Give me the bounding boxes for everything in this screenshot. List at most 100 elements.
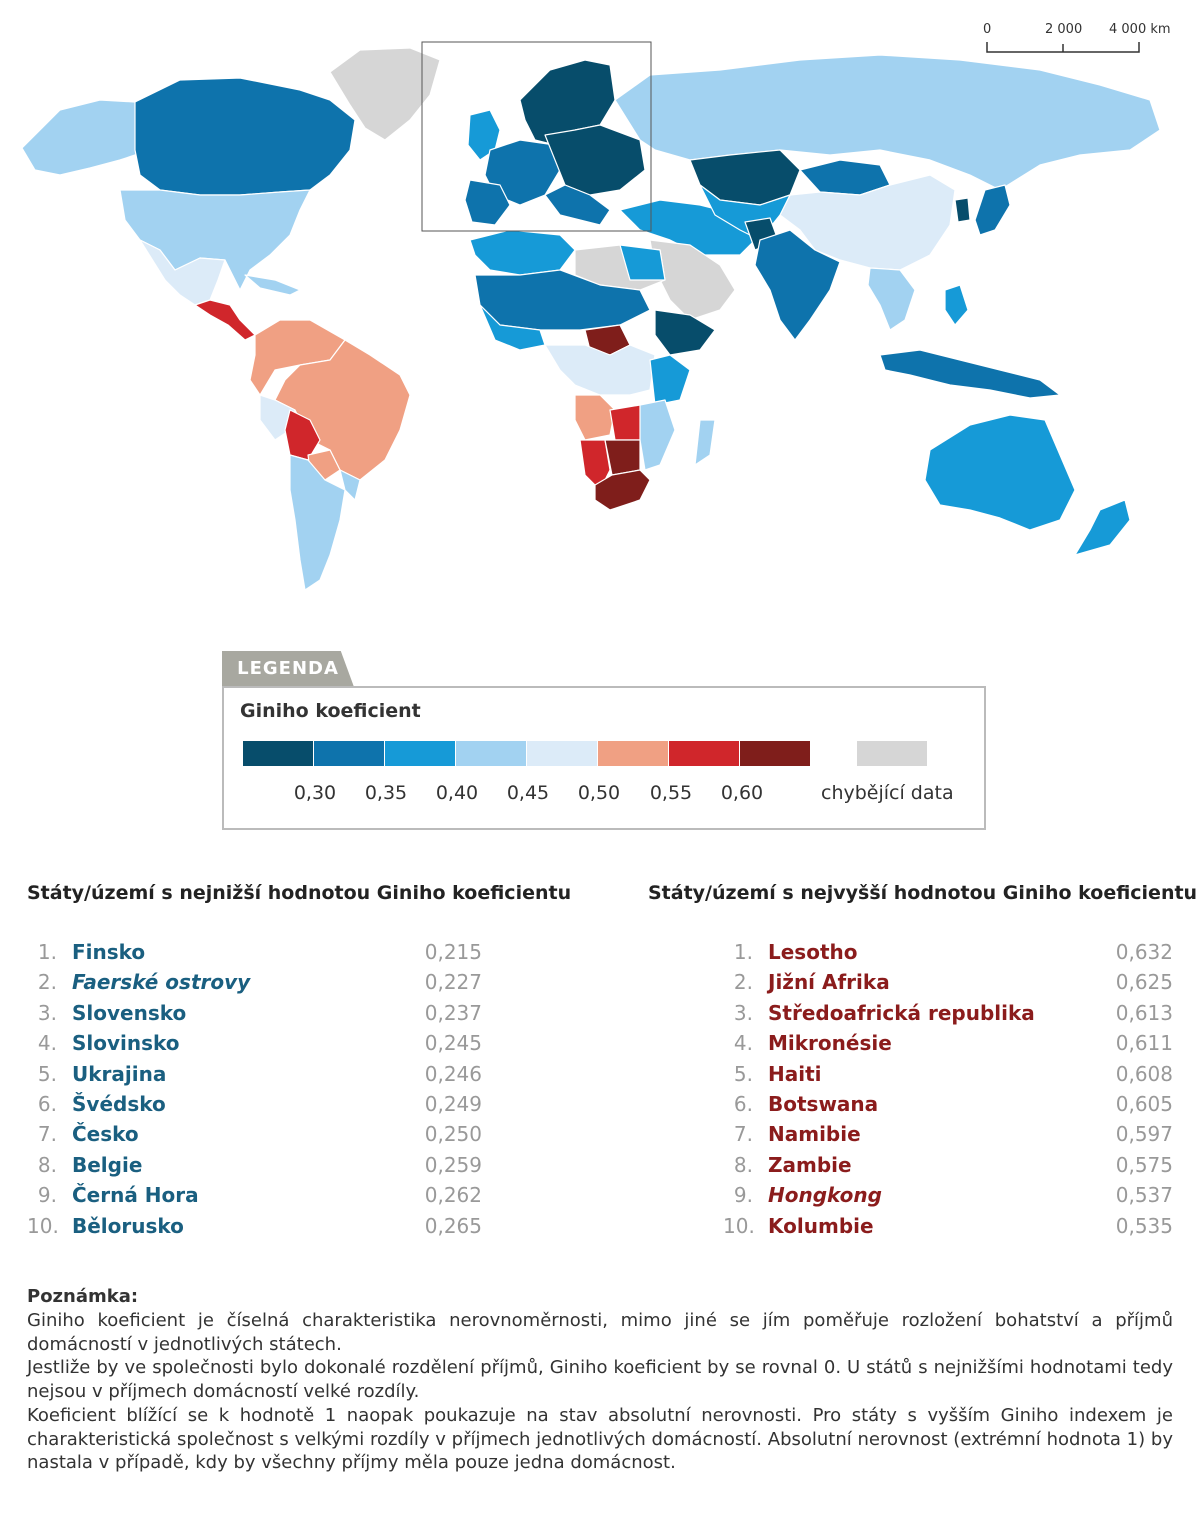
country-name: Kolumbie xyxy=(768,1213,874,1238)
madagascar xyxy=(694,419,716,466)
list-item: 7. Namibie 0,597 xyxy=(723,1122,1183,1152)
legend-swatch xyxy=(456,741,526,766)
china xyxy=(779,174,956,271)
gini-value: 0,215 xyxy=(424,940,482,964)
country-name: Belgie xyxy=(72,1152,143,1177)
country-name: Botswana xyxy=(768,1091,879,1116)
gini-value: 0,611 xyxy=(1115,1031,1173,1056)
southeast-asia xyxy=(867,267,916,331)
mozambique xyxy=(639,399,676,471)
legend-swatch xyxy=(740,741,810,766)
central-africa xyxy=(544,344,656,396)
country-name: Slovensko xyxy=(72,1000,187,1025)
central-europe xyxy=(544,124,646,196)
legend-tick: 0,35 xyxy=(364,782,408,804)
rank-number: 9. xyxy=(733,1183,753,1208)
list-item: 3. Slovensko 0,237 xyxy=(27,1001,487,1031)
rank-number: 3. xyxy=(37,1000,57,1025)
gini-value: 0,227 xyxy=(424,970,482,995)
rank-number: 4. xyxy=(37,1031,57,1056)
egypt xyxy=(619,244,666,281)
legend-tab: LEGENDA xyxy=(222,651,354,687)
angola xyxy=(574,394,616,441)
rank-number: 3. xyxy=(733,1000,753,1025)
legend-swatch xyxy=(385,741,455,766)
greenland xyxy=(329,47,441,141)
list-item: 7. Česko 0,250 xyxy=(27,1122,487,1152)
legend-tick: 0,60 xyxy=(720,782,764,804)
gini-value: 0,575 xyxy=(1115,1152,1173,1177)
rank-number: 1. xyxy=(733,940,753,964)
legend-missing-label: chybějící data xyxy=(821,782,954,804)
list-item: 9. Černá Hora 0,262 xyxy=(27,1183,487,1213)
japan xyxy=(974,184,1011,236)
legend: Giniho koeficient 0,30 0,35 0,40 0,45 0,… xyxy=(222,686,986,830)
legend-tick: 0,50 xyxy=(577,782,621,804)
list-item: 3. Středoafrická republika 0,613 xyxy=(723,1001,1183,1031)
philippines xyxy=(944,284,969,326)
new-zealand xyxy=(1074,499,1131,556)
country-name: Slovinsko xyxy=(72,1031,180,1056)
scale-bar: 0 2 000 4 000 km xyxy=(980,22,1180,62)
alaska xyxy=(21,94,151,176)
gini-value: 0,535 xyxy=(1115,1213,1173,1238)
list-item: 6. Švédsko 0,249 xyxy=(27,1092,487,1122)
gini-value: 0,259 xyxy=(424,1152,482,1177)
gini-value: 0,597 xyxy=(1115,1122,1173,1147)
gini-value: 0,632 xyxy=(1115,940,1173,964)
country-name: Finsko xyxy=(72,940,146,964)
gini-value: 0,265 xyxy=(424,1213,482,1238)
rank-number: 2. xyxy=(37,970,57,995)
legend-swatch xyxy=(598,741,668,766)
ethiopia xyxy=(654,309,716,356)
list-item: 1. Lesotho 0,632 xyxy=(723,940,1183,970)
gini-value: 0,250 xyxy=(424,1122,482,1147)
scale-label-0: 0 xyxy=(983,22,992,37)
gini-value: 0,246 xyxy=(424,1061,482,1086)
scale-label-2000: 2 000 xyxy=(1045,22,1083,37)
gini-value: 0,262 xyxy=(424,1183,482,1208)
legend-tick: 0,45 xyxy=(506,782,550,804)
country-name: Česko xyxy=(72,1122,139,1147)
central-america xyxy=(194,299,256,341)
iberia xyxy=(464,179,511,226)
uruguay xyxy=(339,469,361,501)
highest-list: 1. Lesotho 0,632 2. Jižní Afrika 0,625 3. Střed… xyxy=(723,940,1183,1244)
list-item: 10. Kolumbie 0,535 xyxy=(723,1214,1183,1244)
legend-swatch xyxy=(243,741,313,766)
rank-number: 4. xyxy=(733,1031,753,1056)
country-name: Ukrajina xyxy=(72,1061,167,1086)
east-africa xyxy=(649,354,691,406)
gini-value: 0,537 xyxy=(1115,1183,1173,1208)
mexico xyxy=(139,239,226,306)
italy-balkans xyxy=(544,184,611,226)
rank-number: 6. xyxy=(37,1091,57,1116)
legend-swatch-missing xyxy=(857,741,927,766)
note-paragraph: Jestliže by ve společnosti bylo dokonalé… xyxy=(27,1357,1173,1402)
lowest-list: 1. Finsko 0,215 2. Faerské ostrovy 0,227 3. Slo… xyxy=(27,940,487,1244)
gini-value: 0,605 xyxy=(1115,1091,1173,1116)
legend-swatch xyxy=(314,741,384,766)
legend-title: Giniho koeficient xyxy=(240,700,421,722)
country-name: Namibie xyxy=(768,1122,861,1147)
country-name: Faerské ostrovy xyxy=(72,970,251,995)
rank-number: 6. xyxy=(733,1091,753,1116)
rank-number: 7. xyxy=(733,1122,753,1147)
rank-number: 1. xyxy=(37,940,57,964)
list-item: 8. Zambie 0,575 xyxy=(723,1153,1183,1183)
highest-list-title: Státy/území s nejvyšší hodnotou Giniho k… xyxy=(648,882,1198,904)
rank-number: 7. xyxy=(37,1122,57,1147)
caribbean xyxy=(244,274,301,296)
australia xyxy=(924,414,1076,531)
country-name: Bělorusko xyxy=(72,1213,184,1238)
country-name: Zambie xyxy=(768,1152,852,1177)
country-name: Jižní Afrika xyxy=(768,970,890,995)
rank-number: 9. xyxy=(37,1183,57,1208)
legend-swatches xyxy=(243,741,811,766)
rank-number: 2. xyxy=(733,970,753,995)
gini-value: 0,245 xyxy=(424,1031,482,1056)
maghreb xyxy=(469,229,576,276)
list-item: 5. Haiti 0,608 xyxy=(723,1062,1183,1092)
note-paragraph: Koeficient blížící se k hodnotě 1 naopak… xyxy=(27,1404,1173,1474)
gini-value: 0,608 xyxy=(1115,1061,1173,1086)
